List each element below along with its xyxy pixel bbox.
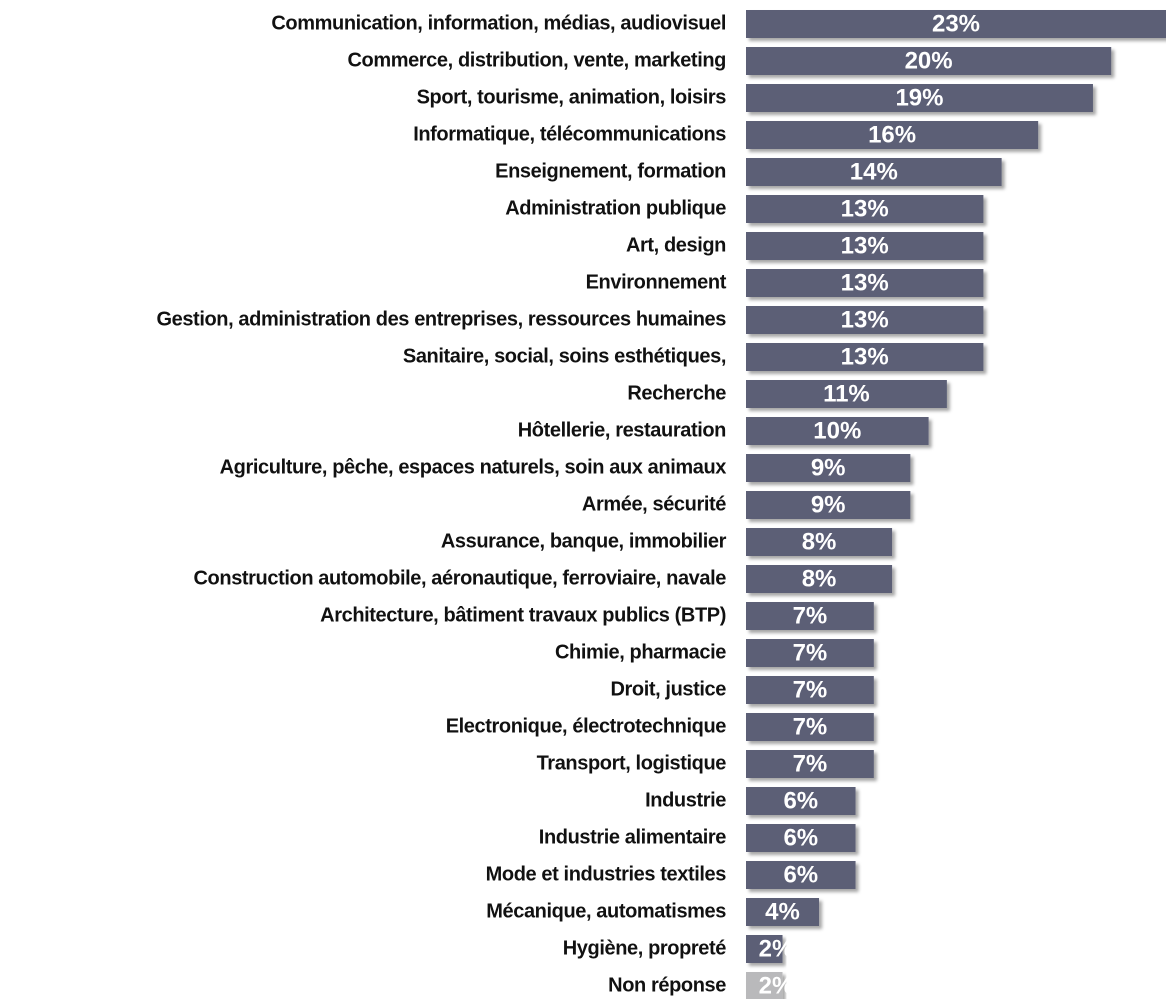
value-label: 14%	[850, 158, 898, 185]
bar	[746, 158, 1002, 186]
value-label: 7%	[793, 676, 828, 703]
bar	[746, 84, 1093, 112]
bar	[746, 269, 984, 297]
bar	[746, 898, 820, 926]
category-label: Administration publique	[505, 197, 726, 219]
category-label: Hôtellerie, restauration	[518, 419, 726, 441]
bar	[746, 713, 874, 741]
bar	[746, 195, 984, 223]
value-label: 7%	[793, 602, 828, 629]
value-label: 11%	[823, 380, 870, 407]
category-label: Electronique, électrotechnique	[446, 715, 727, 737]
category-label: Art, design	[626, 234, 726, 256]
bar	[746, 602, 874, 630]
value-label: 13%	[841, 306, 889, 333]
value-label: 13%	[841, 343, 889, 370]
value-label: 10%	[813, 417, 861, 444]
value-label: 6%	[783, 824, 818, 851]
category-label: Chimie, pharmacie	[555, 641, 726, 663]
bar	[746, 861, 856, 889]
category-label: Droit, justice	[610, 678, 726, 700]
value-label: 20%	[905, 47, 953, 74]
category-label: Hygiène, propreté	[563, 937, 727, 959]
value-label: 6%	[783, 861, 818, 888]
bar	[746, 639, 874, 667]
value-label: 9%	[811, 454, 846, 481]
plot-area: Communication, information, médias, audi…	[156, 10, 1166, 999]
bar	[746, 972, 783, 999]
value-label: 19%	[895, 84, 943, 111]
bar	[746, 380, 947, 408]
bar	[746, 491, 911, 519]
bar	[746, 676, 874, 704]
value-label: 16%	[868, 121, 916, 148]
category-label: Construction automobile, aéronautique, f…	[194, 567, 727, 589]
bar	[746, 121, 1039, 149]
bar	[746, 343, 984, 371]
category-label: Armée, sécurité	[582, 493, 726, 515]
category-label: Gestion, administration des entreprises,…	[156, 308, 726, 330]
category-label: Mode et industries textiles	[486, 863, 727, 885]
bar	[746, 47, 1112, 75]
value-label: 2%	[759, 972, 794, 999]
category-label: Informatique, télécommunications	[413, 123, 726, 145]
value-label: 13%	[841, 232, 889, 259]
bar	[746, 454, 911, 482]
category-label: Commerce, distribution, vente, marketing	[347, 49, 726, 71]
value-label: 23%	[932, 10, 980, 37]
value-label: 7%	[793, 639, 828, 666]
category-label: Industrie	[645, 789, 726, 811]
value-label: 13%	[841, 195, 889, 222]
category-label: Mécanique, automatismes	[486, 900, 726, 922]
bar	[746, 750, 874, 778]
bar	[746, 306, 984, 334]
category-label: Recherche	[627, 382, 726, 404]
bar	[746, 935, 783, 963]
bar	[746, 232, 984, 260]
bar	[746, 528, 893, 556]
value-label: 13%	[841, 269, 889, 296]
value-label: 8%	[802, 528, 837, 555]
category-label: Assurance, banque, immobilier	[441, 530, 727, 552]
category-label: Agriculture, pêche, espaces naturels, so…	[220, 456, 727, 478]
value-label: 6%	[783, 787, 818, 814]
value-label: 9%	[811, 491, 846, 518]
value-label: 7%	[793, 713, 828, 740]
category-label: Industrie alimentaire	[539, 826, 726, 848]
category-label: Sport, tourisme, animation, loisirs	[417, 86, 727, 108]
category-label: Enseignement, formation	[495, 160, 726, 182]
category-label: Architecture, bâtiment travaux publics (…	[320, 604, 726, 626]
bar	[746, 10, 1166, 38]
category-label: Transport, logistique	[537, 752, 727, 774]
bar	[746, 417, 929, 445]
value-label: 8%	[802, 565, 837, 592]
category-label: Environnement	[586, 271, 727, 293]
category-label: Sanitaire, social, soins esthétiques,	[403, 345, 726, 367]
category-label: Non réponse	[608, 974, 726, 996]
bar	[746, 824, 856, 852]
value-label: 7%	[793, 750, 828, 777]
bar	[746, 787, 856, 815]
bar	[746, 565, 893, 593]
value-label: 2%	[759, 935, 794, 962]
value-label: 4%	[765, 898, 800, 925]
category-label: Communication, information, médias, audi…	[271, 12, 726, 34]
